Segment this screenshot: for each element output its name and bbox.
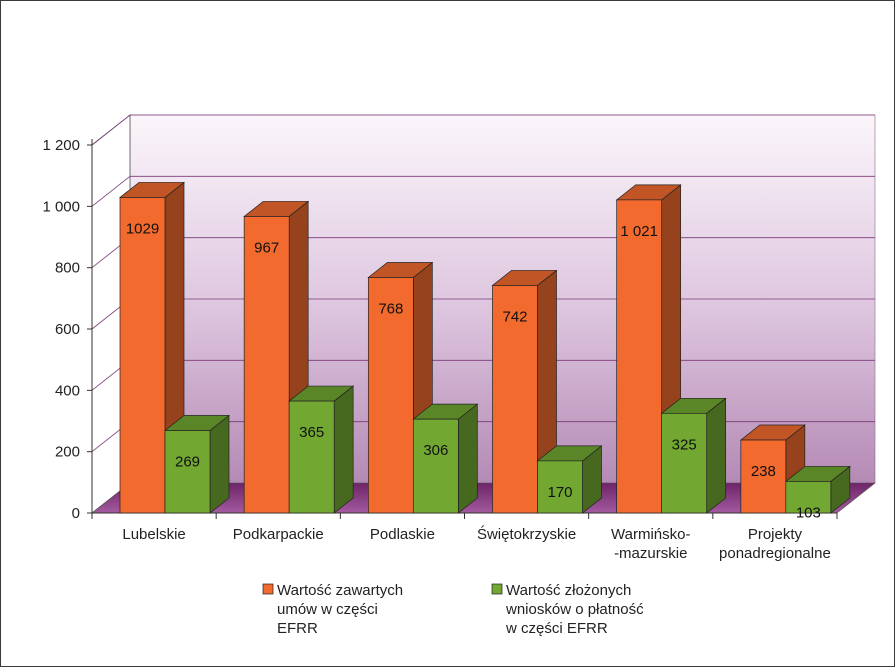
y-tick-label: 1 200 — [42, 137, 80, 154]
data-label: 170 — [547, 484, 572, 501]
bar — [288, 385, 355, 514]
x-tick-label: Podlaskie — [370, 526, 435, 543]
bar-front — [537, 460, 583, 514]
data-label: 1029 — [126, 220, 159, 237]
bar-side — [706, 397, 727, 514]
data-label: 306 — [423, 442, 448, 459]
bar-front — [740, 439, 787, 514]
labels-layer: 1029 967 768 742 1 021 238 269 365 306 170 325 103 — [126, 220, 821, 521]
x-tick-label: Warmińsko--mazurskie — [611, 526, 690, 562]
bar-front — [785, 481, 832, 514]
data-label: 1 021 — [620, 223, 658, 240]
x-tick-label: Lubelskie — [122, 526, 185, 543]
data-label: 768 — [378, 300, 403, 317]
bar-front — [288, 400, 335, 514]
bar — [784, 465, 851, 514]
bar-front — [661, 412, 708, 514]
y-tick-label: 200 — [55, 444, 80, 461]
legend-swatch — [491, 583, 503, 595]
x-tick-label: Projekty ponadregionalne — [719, 526, 831, 562]
data-label: 967 — [254, 239, 279, 256]
bar-side — [333, 385, 354, 514]
bar — [367, 261, 434, 514]
bar-front — [367, 277, 414, 514]
bar — [243, 200, 310, 514]
data-label: 325 — [672, 436, 697, 453]
bar — [536, 445, 603, 514]
legend-swatch — [262, 583, 274, 595]
bar — [412, 403, 479, 514]
bars-layer — [118, 181, 851, 514]
bar-front — [243, 216, 290, 514]
gridline-side — [91, 176, 131, 207]
legend-label: Wartość zawartych umów w części EFRR — [277, 582, 403, 637]
bar — [491, 269, 558, 514]
bar-side — [457, 403, 478, 514]
data-label: 103 — [796, 504, 821, 521]
x-tick-label: Świętokrzyskie — [477, 525, 576, 543]
bar-front — [412, 418, 459, 514]
y-tick-label: 400 — [55, 382, 80, 399]
data-label: 269 — [175, 454, 200, 471]
bar-front — [119, 197, 166, 514]
bar-front — [492, 285, 538, 514]
y-tick-label: 800 — [55, 260, 80, 277]
y-tick-label: 0 — [72, 505, 80, 522]
bar — [615, 184, 682, 514]
bar — [163, 414, 231, 514]
bar-front — [164, 430, 211, 514]
data-label: 365 — [299, 424, 324, 441]
y-tick-label: 600 — [55, 321, 80, 338]
gridline-side — [91, 114, 131, 146]
data-label: 238 — [751, 463, 776, 480]
legend: Wartość zawartych umów w części EFRR Wartoś… — [262, 582, 644, 637]
bar — [660, 397, 727, 514]
bar-side — [209, 414, 230, 514]
legend-label: Wartość złożonych wniosków o płatność w cz… — [505, 582, 644, 637]
x-tick-label: Podkarpackie — [233, 526, 324, 543]
bar-front — [616, 199, 663, 514]
y-tick-label: 1 000 — [42, 198, 80, 215]
data-label: 742 — [502, 308, 527, 325]
